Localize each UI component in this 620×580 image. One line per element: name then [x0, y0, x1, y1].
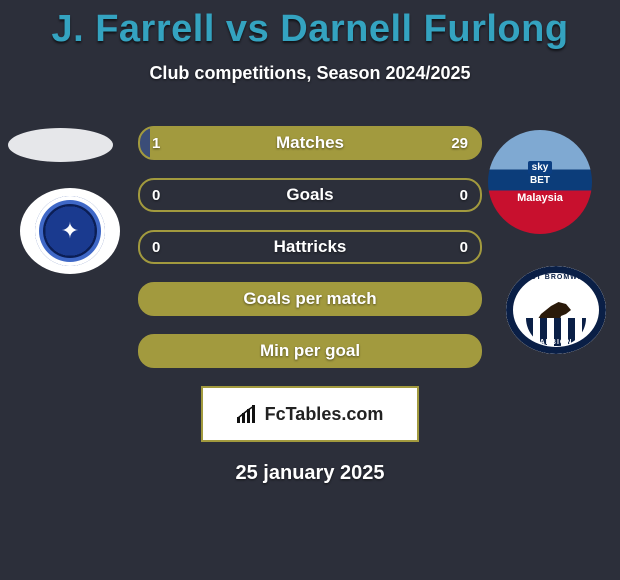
stat-label: Goals per match — [243, 289, 376, 309]
club-right-crest-top-text: EST BROMWIC — [525, 274, 587, 281]
stat-value-left: 1 — [140, 128, 172, 158]
club-right-crest-bottom-text: ALBION — [540, 339, 573, 346]
stat-label: Hattricks — [274, 237, 347, 257]
player-right-avatar: sky BET Malaysia — [488, 130, 592, 234]
stat-label: Min per goal — [260, 341, 360, 361]
club-right-crest: EST BROMWIC ALBION — [506, 266, 606, 354]
stat-value-right: 0 — [448, 232, 480, 262]
stat-value-left: 0 — [140, 232, 172, 262]
stat-label: Matches — [276, 133, 344, 153]
player-right-avatar-bg: sky BET Malaysia — [488, 130, 592, 234]
club-left-crest — [20, 188, 120, 274]
sponsor-sky-text: sky — [528, 161, 553, 174]
stat-row: Min per goal — [138, 334, 482, 368]
player-left-avatar — [8, 128, 113, 162]
bar-chart-icon — [237, 405, 259, 423]
stat-value-right: 29 — [439, 128, 480, 158]
stat-row: Matches 1 29 — [138, 126, 482, 160]
page-title: J. Farrell vs Darnell Furlong — [0, 8, 620, 51]
sponsor-bet-text: BET — [530, 175, 550, 186]
stat-value-left: 0 — [140, 180, 172, 210]
sponsor-malaysia-text: Malaysia — [517, 192, 563, 204]
stat-row: Goals per match — [138, 282, 482, 316]
stat-label: Goals — [286, 185, 333, 205]
club-left-crest-inner — [35, 196, 105, 266]
footer-brand-text: FcTables.com — [265, 404, 384, 425]
stat-row: Hattricks 0 0 — [138, 230, 482, 264]
club-right-crest-inner: EST BROMWIC ALBION — [506, 266, 606, 354]
page-subtitle: Club competitions, Season 2024/2025 — [0, 63, 620, 84]
stat-value-right: 0 — [448, 180, 480, 210]
footer-date: 25 january 2025 — [0, 462, 620, 485]
stat-row: Goals 0 0 — [138, 178, 482, 212]
footer-brand-panel: FcTables.com — [201, 386, 419, 442]
